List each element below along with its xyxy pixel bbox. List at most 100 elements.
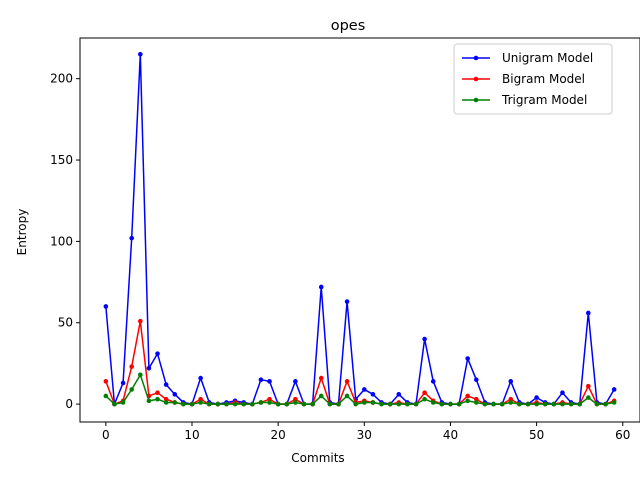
series-line-bigram-model — [105, 320, 615, 405]
data-point — [456, 401, 462, 407]
data-point — [474, 400, 479, 405]
data-point — [138, 372, 143, 378]
data-point — [508, 379, 514, 384]
data-point — [293, 396, 298, 402]
data-point — [586, 310, 591, 316]
data-point — [138, 318, 143, 324]
data-point — [379, 401, 384, 407]
data-point — [198, 375, 203, 381]
data-point — [534, 401, 539, 407]
data-point — [542, 401, 548, 407]
data-point — [603, 401, 608, 407]
data-point — [396, 401, 402, 407]
y-tick-label: 50 — [58, 316, 73, 330]
data-point — [163, 382, 169, 387]
data-point — [482, 401, 488, 407]
data-point — [163, 400, 169, 405]
data-point — [129, 235, 134, 241]
data-point — [344, 379, 350, 384]
x-tick-label: 60 — [615, 428, 630, 442]
x-tick-label: 30 — [357, 428, 372, 442]
data-point — [560, 401, 565, 407]
data-point — [422, 390, 427, 396]
x-tick-label: 40 — [443, 428, 458, 442]
data-point — [181, 401, 186, 407]
data-point — [422, 336, 427, 342]
legend-label: Trigram Model — [501, 93, 587, 107]
data-point — [422, 396, 427, 402]
data-point — [611, 400, 617, 405]
series-trigram-model — [103, 372, 617, 407]
legend-label: Unigram Model — [502, 51, 593, 65]
data-point — [474, 377, 479, 382]
data-point — [318, 284, 324, 290]
data-point — [594, 401, 600, 407]
y-tick-label: 150 — [50, 153, 73, 167]
data-point — [318, 393, 324, 399]
data-point — [318, 375, 324, 381]
data-point — [534, 395, 539, 400]
data-point — [215, 401, 221, 407]
data-point — [525, 401, 531, 407]
legend-marker — [473, 55, 479, 61]
data-point — [474, 396, 479, 402]
data-point — [370, 392, 376, 397]
x-axis-label: Commits — [291, 451, 344, 465]
data-point — [344, 393, 350, 399]
data-point — [129, 387, 134, 392]
data-point — [138, 51, 143, 57]
data-point — [293, 400, 298, 405]
data-point — [163, 396, 169, 402]
data-point — [120, 400, 126, 405]
y-axis-label: Entropy — [15, 209, 29, 256]
x-tick-label: 0 — [102, 428, 110, 442]
data-point — [198, 400, 203, 405]
data-point — [241, 401, 246, 407]
legend-marker — [473, 76, 479, 82]
y-tick-label: 0 — [65, 397, 73, 411]
data-point — [267, 379, 272, 384]
data-point — [198, 396, 203, 402]
data-point — [586, 383, 591, 389]
data-point — [146, 398, 152, 404]
legend-box — [453, 43, 613, 115]
data-point — [508, 396, 514, 402]
plot-frame — [79, 37, 640, 423]
data-point — [172, 392, 178, 397]
legend-marker — [473, 97, 479, 103]
data-point — [284, 401, 290, 407]
data-point — [551, 401, 557, 407]
data-point — [206, 401, 212, 407]
data-point — [430, 379, 436, 384]
data-point — [293, 379, 298, 384]
x-tick-label: 20 — [271, 428, 286, 442]
data-point — [362, 400, 367, 405]
legend-entry-unigram-model: Unigram Model — [462, 51, 593, 65]
data-point — [258, 377, 264, 382]
data-point — [112, 401, 117, 407]
data-point — [508, 400, 514, 405]
data-point — [362, 387, 367, 392]
data-point — [155, 390, 160, 396]
data-point — [258, 400, 264, 405]
data-point — [155, 351, 160, 356]
data-point — [275, 401, 281, 407]
data-point — [232, 401, 238, 407]
data-point — [413, 401, 419, 407]
data-point — [353, 401, 358, 407]
data-point — [189, 401, 195, 407]
y-axis-ticks: 0 50 100 150 200 — [50, 72, 80, 411]
legend-entry-bigram-model: Bigram Model — [462, 72, 585, 86]
data-point — [301, 401, 307, 407]
legend-entry-trigram-model: Trigram Model — [462, 93, 587, 107]
chart-title: opes — [331, 18, 366, 34]
data-point — [611, 387, 617, 392]
data-point — [146, 366, 152, 371]
data-point — [577, 401, 582, 407]
data-point — [396, 392, 402, 397]
data-point — [405, 401, 410, 407]
x-tick-label: 10 — [184, 428, 199, 442]
data-point — [103, 379, 109, 384]
data-point — [439, 401, 445, 407]
